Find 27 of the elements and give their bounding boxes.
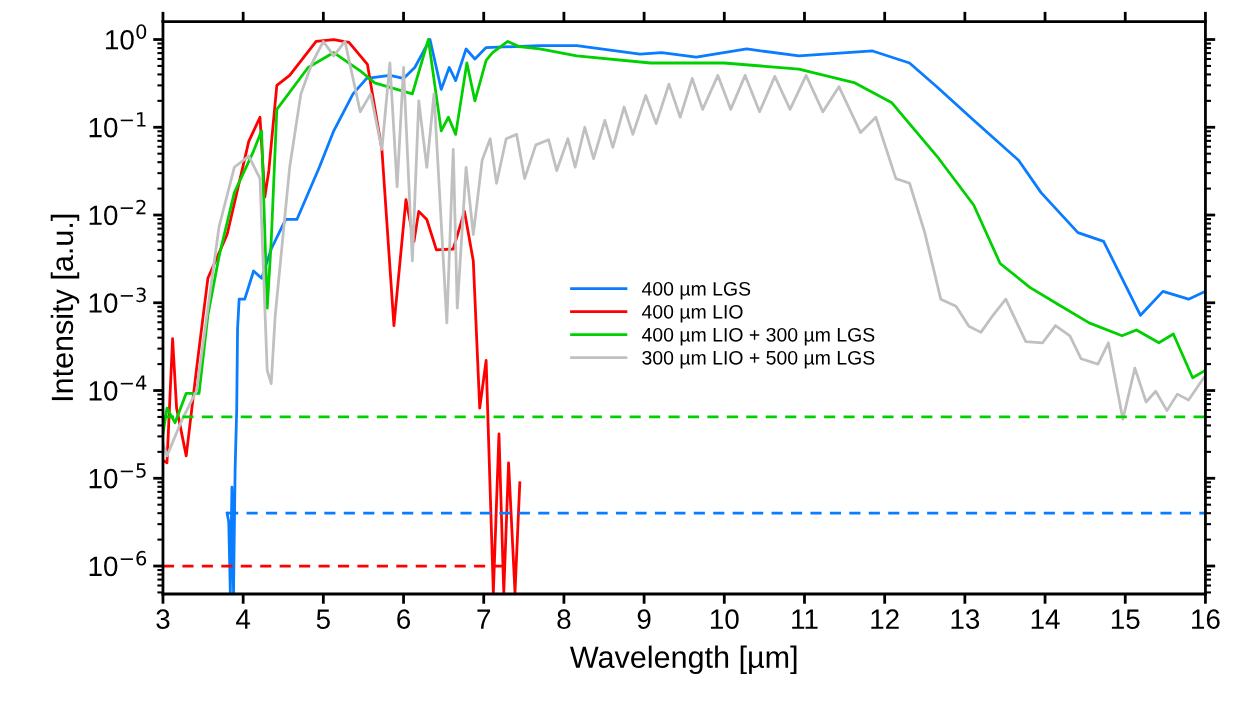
- x-tick-label: 14: [1031, 609, 1060, 629]
- y-tick-label: 10$^{−2}$: [89, 199, 146, 226]
- legend-label: 400 µm LIO + 300 µm LGS: [641, 327, 875, 346]
- y-tick-label: 10$^{−3}$: [89, 287, 146, 313]
- legend-label: 300 µm LIO + 500 µm LGS: [642, 350, 875, 369]
- x-tick-label: 15: [1111, 609, 1140, 629]
- y-axis-title: Intensity [a.u.]: [50, 214, 80, 401]
- x-tick-label: 16: [1192, 609, 1220, 629]
- x-tick-label: 3: [156, 609, 170, 629]
- x-tick-label: 5: [316, 609, 330, 629]
- x-tick-label: 10: [710, 609, 739, 629]
- x-axis-title: Wavelength [µm]: [569, 645, 797, 675]
- legend-label: 400 µm LGS: [641, 281, 751, 300]
- y-tick-label: 10$^{−4}$: [89, 375, 147, 401]
- y-tick-label: 10$^{0}$: [106, 24, 147, 50]
- legend-label: 400 µm LIO: [641, 304, 743, 323]
- y-tick-label: 10$^{−5}$: [89, 463, 146, 489]
- x-tick-label: 8: [557, 609, 571, 629]
- y-tick-label: 10$^{−6}$: [89, 550, 147, 577]
- x-tick-label: 9: [637, 609, 651, 629]
- y-tick-label: 10$^{−1}$: [89, 112, 146, 138]
- x-tick-label: 12: [871, 609, 899, 629]
- x-tick-label: 11: [792, 609, 818, 629]
- x-tick-label: 4: [236, 609, 251, 629]
- x-tick-label: 6: [397, 609, 411, 629]
- x-tick-label: 13: [951, 609, 980, 629]
- x-tick-label: 7: [477, 609, 491, 629]
